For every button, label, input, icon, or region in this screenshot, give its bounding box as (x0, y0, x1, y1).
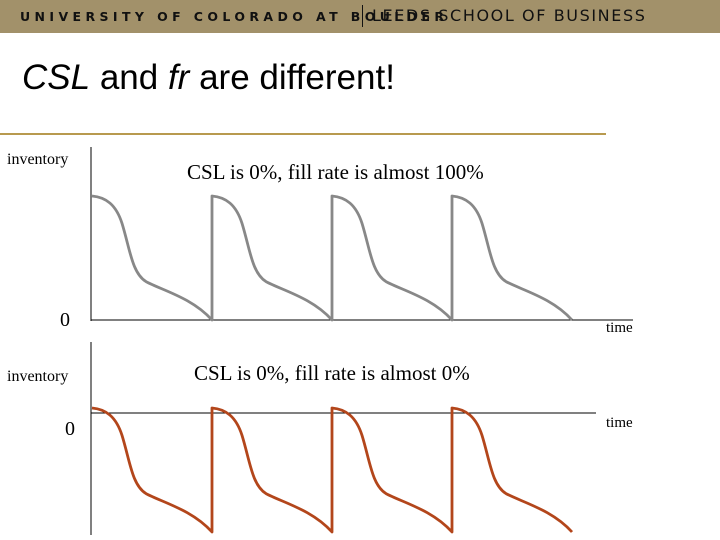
header-bar: UNIVERSITY OF COLORADO AT BOULDER LEEDS … (0, 0, 720, 33)
bottom-x-label: time (606, 415, 633, 431)
title-and: and (90, 58, 168, 97)
header-divider (362, 5, 363, 27)
title-rule (0, 133, 606, 135)
top-y-label: inventory (7, 151, 69, 168)
page-title: CSL and fr are different! (22, 58, 395, 98)
top-caption: CSL is 0%, fill rate is almost 100% (187, 160, 484, 184)
title-fr: fr (167, 58, 190, 97)
title-csl: CSL (22, 58, 91, 97)
bottom-y-label: inventory (7, 368, 69, 385)
university-name: UNIVERSITY OF COLORADO AT BOULDER (20, 9, 449, 24)
school-name: LEEDS SCHOOL OF BUSINESS (372, 6, 647, 25)
top-inventory-curve (91, 194, 574, 322)
top-zero-label: 0 (60, 309, 70, 331)
bottom-zero-label: 0 (65, 418, 75, 440)
title-rest: are different! (189, 58, 395, 97)
bottom-caption: CSL is 0%, fill rate is almost 0% (194, 361, 470, 385)
bottom-inventory-curve (91, 406, 574, 534)
top-x-label: time (606, 320, 633, 336)
